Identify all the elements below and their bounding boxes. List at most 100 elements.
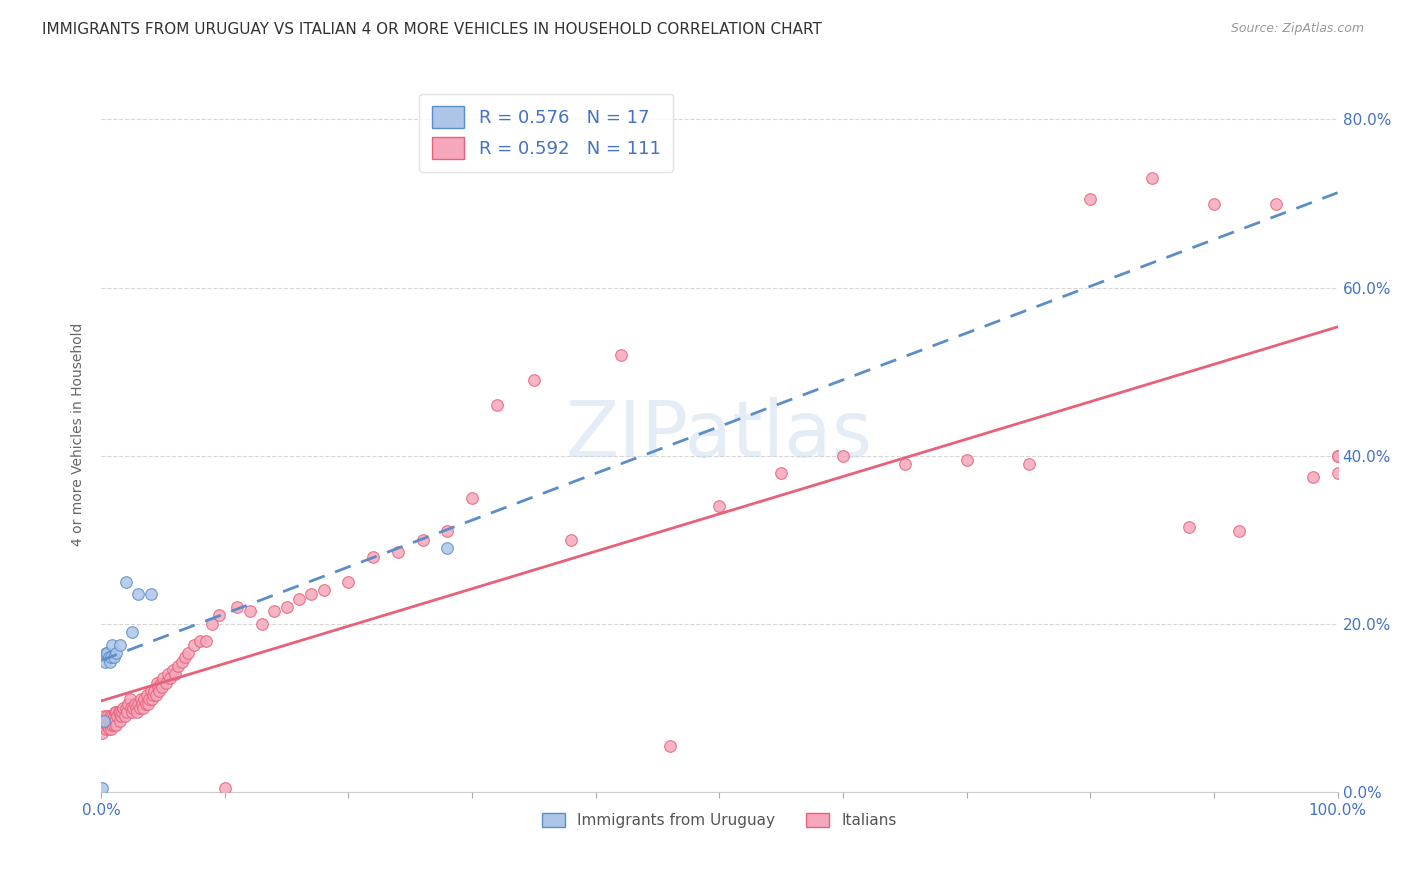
Point — [110, 709, 132, 723]
Point — [104, 714, 127, 728]
Point — [165, 667, 187, 681]
Point — [142, 688, 165, 702]
Point — [96, 714, 118, 728]
Point — [96, 717, 118, 731]
Point — [115, 574, 138, 589]
Point — [1326, 449, 1348, 463]
Point — [134, 692, 156, 706]
Point — [101, 638, 124, 652]
Point — [208, 608, 231, 623]
Point — [1140, 171, 1163, 186]
Point — [141, 692, 163, 706]
Point — [139, 684, 162, 698]
Point — [1018, 457, 1040, 471]
Point — [108, 714, 131, 728]
Point — [111, 705, 134, 719]
Point — [94, 655, 117, 669]
Point — [97, 722, 120, 736]
Point — [894, 457, 917, 471]
Point — [100, 650, 122, 665]
Point — [105, 717, 128, 731]
Point — [263, 604, 285, 618]
Point — [100, 722, 122, 736]
Point — [98, 655, 121, 669]
Point — [148, 684, 170, 698]
Point — [114, 709, 136, 723]
Point — [436, 524, 458, 539]
Point — [167, 658, 190, 673]
Point — [288, 591, 311, 606]
Point — [485, 398, 508, 412]
Point — [115, 701, 138, 715]
Point — [1326, 449, 1348, 463]
Point — [170, 655, 193, 669]
Point — [146, 675, 169, 690]
Point — [150, 680, 173, 694]
Point — [312, 583, 335, 598]
Point — [94, 717, 117, 731]
Legend: Immigrants from Uruguay, Italians: Immigrants from Uruguay, Italians — [536, 807, 903, 834]
Point — [195, 633, 218, 648]
Point — [770, 466, 793, 480]
Point — [436, 541, 458, 556]
Point — [1326, 466, 1348, 480]
Point — [121, 705, 143, 719]
Point — [1202, 196, 1225, 211]
Point — [143, 684, 166, 698]
Point — [93, 709, 115, 723]
Text: IMMIGRANTS FROM URUGUAY VS ITALIAN 4 OR MORE VEHICLES IN HOUSEHOLD CORRELATION C: IMMIGRANTS FROM URUGUAY VS ITALIAN 4 OR … — [42, 22, 823, 37]
Point — [91, 780, 114, 795]
Point — [93, 717, 115, 731]
Point — [108, 638, 131, 652]
Point — [105, 646, 128, 660]
Point — [127, 697, 149, 711]
Point — [101, 709, 124, 723]
Point — [132, 701, 155, 715]
Point — [146, 680, 169, 694]
Point — [97, 650, 120, 665]
Point — [162, 663, 184, 677]
Point — [832, 449, 855, 463]
Point — [104, 705, 127, 719]
Point — [156, 667, 179, 681]
Point — [127, 587, 149, 601]
Point — [112, 701, 135, 715]
Point — [155, 675, 177, 690]
Point — [177, 646, 200, 660]
Point — [96, 646, 118, 660]
Point — [956, 453, 979, 467]
Point — [135, 697, 157, 711]
Point — [98, 709, 121, 723]
Point — [609, 348, 631, 362]
Point — [117, 697, 139, 711]
Point — [96, 709, 118, 723]
Point — [1178, 520, 1201, 534]
Point — [1264, 196, 1286, 211]
Point — [159, 672, 181, 686]
Point — [139, 587, 162, 601]
Point — [100, 714, 122, 728]
Point — [124, 697, 146, 711]
Point — [115, 705, 138, 719]
Point — [337, 574, 360, 589]
Point — [129, 692, 152, 706]
Point — [276, 600, 298, 615]
Text: ZIPatlas: ZIPatlas — [567, 397, 873, 473]
Point — [96, 722, 118, 736]
Point — [128, 701, 150, 715]
Point — [107, 705, 129, 719]
Point — [108, 705, 131, 719]
Point — [93, 714, 115, 728]
Point — [118, 692, 141, 706]
Point — [299, 587, 322, 601]
Text: Source: ZipAtlas.com: Source: ZipAtlas.com — [1230, 22, 1364, 36]
Point — [1302, 469, 1324, 483]
Point — [149, 675, 172, 690]
Point — [183, 638, 205, 652]
Point — [659, 739, 682, 753]
Point — [1227, 524, 1250, 539]
Point — [136, 697, 159, 711]
Point — [101, 717, 124, 731]
Y-axis label: 4 or more Vehicles in Household: 4 or more Vehicles in Household — [72, 323, 86, 547]
Point — [138, 692, 160, 706]
